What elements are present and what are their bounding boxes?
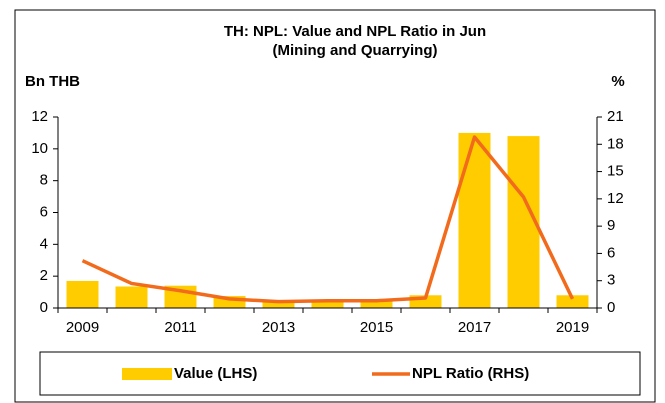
x-tick-label: 2011 (164, 319, 196, 336)
y-tick-label: 8 (40, 172, 48, 189)
y-tick-label: 6 (40, 203, 48, 220)
bar (458, 132, 491, 308)
line (81, 135, 575, 304)
bar (311, 300, 344, 308)
y2-tick-label: 9 (607, 217, 615, 234)
chart-title: TH: NPL: Value and NPL Ratio in Jun (224, 23, 486, 40)
bar (556, 295, 589, 308)
y2-tick-label: 21 (607, 108, 624, 125)
x-tick-label: 2015 (360, 319, 393, 336)
y-tick-label: 10 (31, 140, 48, 157)
y2-tick-label: 3 (607, 272, 615, 289)
legend-label: NPL Ratio (RHS) (412, 365, 529, 382)
bar (262, 300, 295, 308)
y-tick-label: 4 (40, 235, 48, 252)
y-tick-label: 2 (40, 267, 48, 284)
y2-tick-label: 15 (607, 163, 624, 180)
y2-tick-label: 12 (607, 190, 624, 207)
chart-frame (14, 9, 656, 403)
bar (360, 300, 393, 308)
y-tick-label: 0 (40, 299, 48, 316)
x-tick-label: 2019 (556, 319, 589, 336)
y2-tick-label: 0 (607, 299, 615, 316)
bar (115, 286, 148, 308)
x-tick-label: 2009 (66, 319, 99, 336)
legend-swatch (122, 368, 172, 380)
y2-tick-label: 6 (607, 244, 615, 261)
legend-label: Value (LHS) (174, 365, 257, 382)
bar (66, 280, 99, 308)
chart-subtitle: (Mining and Quarrying) (273, 42, 438, 59)
y-tick-label: 12 (31, 108, 48, 125)
y-axis-label: Bn THB (25, 73, 80, 90)
bar (213, 296, 246, 308)
y2-tick-label: 18 (607, 135, 624, 152)
x-tick-label: 2017 (458, 319, 491, 336)
x-tick-label: 2013 (262, 319, 295, 336)
legend-box (39, 351, 641, 396)
y2-axis-label: % (611, 73, 624, 90)
